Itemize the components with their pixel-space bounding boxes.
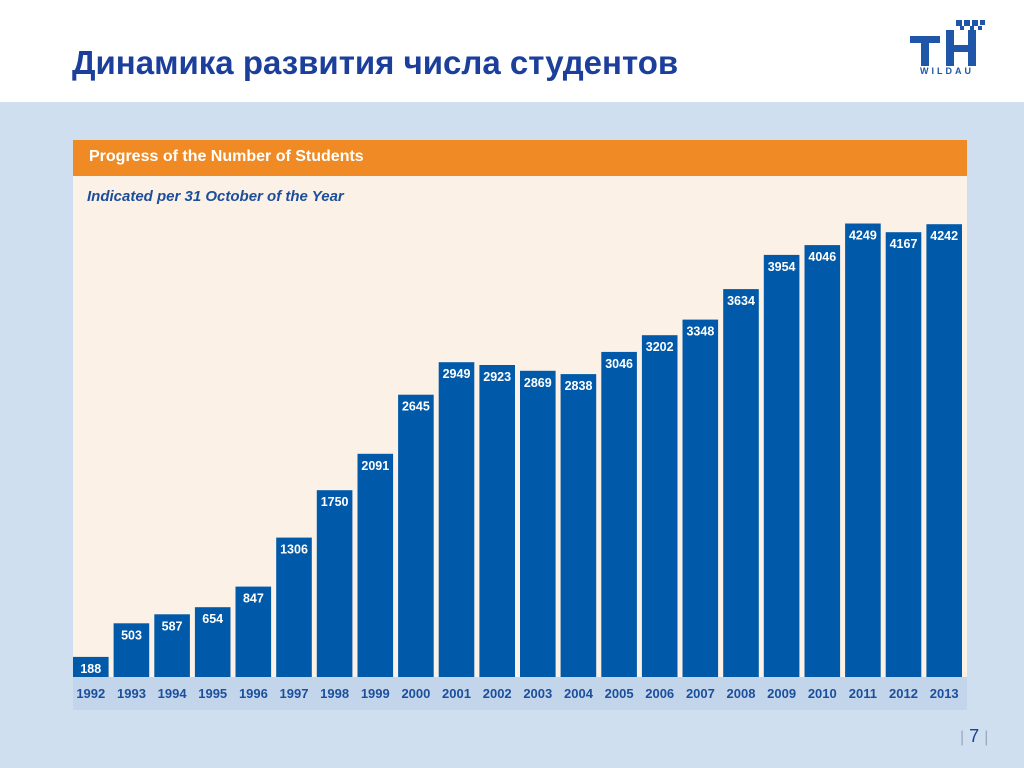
page-separator-left: | (960, 729, 965, 746)
bar-2012 (885, 232, 922, 677)
page-number: | 7 | (960, 726, 1010, 748)
data-label-2009: 3954 (768, 260, 796, 274)
data-label-2012: 4167 (890, 237, 918, 251)
x-tick-label-2012: 2012 (889, 686, 918, 701)
x-tick-label-1993: 1993 (117, 686, 146, 701)
x-tick-label-2004: 2004 (564, 686, 594, 701)
logo-text: WILDAU (920, 66, 974, 76)
chart-panel: Progress of the Number of Students Indic… (73, 140, 967, 710)
bar-1997 (276, 537, 312, 677)
page-separator-right: | (984, 729, 989, 746)
x-tick-label-2003: 2003 (523, 686, 552, 701)
data-label-1996: 847 (243, 592, 264, 606)
x-tick-label-1994: 1994 (158, 686, 188, 701)
bar-2008 (723, 289, 759, 677)
bar-2002 (479, 365, 515, 677)
x-tick-label-1998: 1998 (320, 686, 349, 701)
x-tick-label-2011: 2011 (849, 686, 877, 701)
data-label-1998: 1750 (321, 495, 349, 509)
bar-2004 (560, 374, 597, 677)
x-tick-label-1996: 1996 (239, 686, 268, 701)
data-label-2008: 3634 (727, 294, 755, 308)
x-tick-label-2006: 2006 (645, 686, 674, 701)
data-label-2004: 2838 (565, 379, 593, 393)
x-tick-label-2008: 2008 (727, 686, 756, 701)
bar-1993 (113, 623, 150, 677)
page-number-value: 7 (969, 726, 980, 746)
chart-header: Progress of the Number of Students (73, 140, 967, 176)
bar-2011 (845, 223, 881, 677)
x-tick-label-2001: 2001 (442, 686, 471, 701)
slide-title: Динамика развития числа студентов (72, 44, 679, 81)
data-label-2002: 2923 (483, 370, 511, 384)
bar-1994 (154, 614, 190, 677)
x-tick-label-2002: 2002 (483, 686, 512, 701)
data-label-1992: 188 (80, 662, 101, 676)
x-tick-label-2000: 2000 (401, 686, 430, 701)
data-label-1994: 587 (162, 619, 183, 633)
bar-2005 (601, 351, 637, 677)
bar-2009 (763, 254, 800, 677)
data-label-2005: 3046 (605, 357, 633, 371)
bar-2006 (641, 335, 678, 677)
bar-1995 (194, 607, 231, 677)
x-tick-label-2007: 2007 (686, 686, 715, 701)
x-tick-label-1992: 1992 (76, 686, 105, 701)
x-tick-label-1997: 1997 (280, 686, 309, 701)
logo-icon (910, 20, 985, 66)
bar-2013 (926, 224, 962, 677)
data-label-2013: 4242 (930, 229, 958, 243)
title-band (0, 0, 1024, 102)
data-label-2001: 2949 (443, 367, 471, 381)
data-label-1997: 1306 (280, 543, 308, 557)
x-tick-label-2009: 2009 (767, 686, 796, 701)
x-tick-label-2005: 2005 (605, 686, 634, 701)
data-label-2007: 3348 (686, 325, 714, 339)
data-label-2010: 4046 (808, 250, 836, 264)
bar-1992 (73, 656, 109, 677)
bar-1998 (316, 490, 353, 677)
data-label-1995: 654 (202, 612, 223, 626)
x-tick-label-1999: 1999 (361, 686, 390, 701)
bar-2001 (438, 362, 475, 677)
x-tick-label-2013: 2013 (930, 686, 959, 701)
chart-subtitle: Indicated per 31 October of the Year (87, 188, 344, 205)
bar-2000 (398, 394, 434, 677)
data-label-2006: 3202 (646, 340, 674, 354)
chart-title: Progress of the Number of Students (89, 148, 364, 165)
x-tick-label-1995: 1995 (198, 686, 227, 701)
bar-2010 (804, 245, 841, 677)
data-label-2003: 2869 (524, 376, 552, 390)
x-tick-label-2010: 2010 (808, 686, 837, 701)
bar-2007 (682, 319, 719, 677)
x-axis-band (73, 677, 967, 710)
data-label-2011: 4249 (849, 229, 877, 243)
data-label-1999: 2091 (361, 459, 389, 473)
data-label-1993: 503 (121, 628, 142, 642)
data-label-2000: 2645 (402, 400, 430, 414)
bar-2003 (520, 370, 556, 677)
bar-1999 (357, 453, 394, 677)
bar-1996 (235, 586, 272, 677)
bar-chart: 188 1992 503 1993 587 1994 654 1995 847 1996 1306 1… (73, 223, 962, 701)
